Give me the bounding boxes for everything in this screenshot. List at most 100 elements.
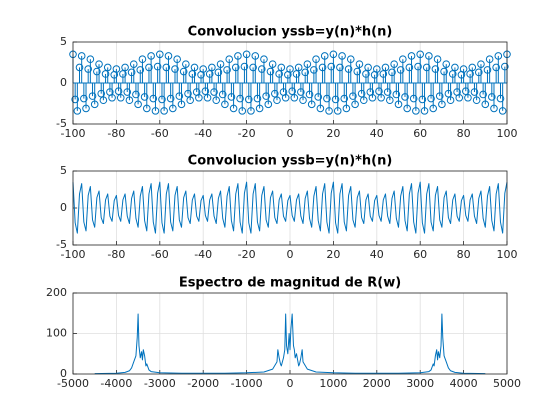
stem	[442, 60, 451, 83]
stem-marker	[264, 100, 273, 109]
stem-marker	[142, 104, 151, 113]
stem	[368, 83, 377, 102]
stem	[320, 52, 329, 83]
stem-marker	[93, 67, 101, 76]
stem-marker	[214, 68, 223, 77]
stem	[114, 83, 123, 95]
stem	[346, 55, 355, 83]
stem	[403, 83, 411, 113]
stem-marker	[307, 100, 316, 109]
subplot-title: Convolucion yssb=y(n)*h(n)	[188, 154, 393, 169]
subplot-title: Espectro de magnitud de R(w)	[179, 276, 401, 291]
stem	[399, 55, 407, 83]
stem-marker	[75, 63, 84, 72]
stem	[405, 63, 414, 83]
stem	[477, 60, 485, 83]
stem-marker	[273, 96, 281, 105]
stem	[97, 83, 106, 98]
line-series	[72, 181, 508, 234]
stem-marker	[203, 93, 212, 102]
stem	[425, 52, 433, 83]
stem-marker	[95, 60, 103, 68]
stem	[316, 83, 325, 113]
stem	[390, 60, 398, 83]
stem-marker	[125, 96, 134, 105]
stem-marker	[433, 55, 442, 64]
stem-marker	[373, 65, 381, 73]
stem	[88, 83, 97, 100]
stem-marker	[472, 96, 481, 105]
stem	[249, 63, 257, 83]
stem-marker	[301, 68, 309, 77]
stem	[474, 68, 483, 83]
stem	[221, 83, 229, 109]
stem	[375, 83, 383, 95]
stem	[412, 83, 420, 115]
stem	[234, 52, 242, 83]
stem	[162, 63, 171, 83]
stem	[377, 83, 385, 102]
stem-marker	[73, 107, 82, 115]
y-tick-label: 0	[60, 201, 67, 214]
stem-marker	[383, 88, 392, 96]
stem-marker	[320, 52, 329, 60]
stem-marker	[409, 94, 418, 103]
stem-marker	[240, 62, 249, 71]
stem	[179, 67, 188, 83]
stem	[472, 83, 481, 105]
x-tick-label: -60	[151, 127, 169, 140]
stem	[80, 83, 88, 103]
stem-marker	[166, 94, 175, 103]
stem	[401, 83, 409, 101]
stem	[101, 70, 110, 83]
stem-marker	[281, 93, 290, 102]
stem-marker	[182, 60, 190, 68]
stem	[431, 65, 440, 83]
stem-marker	[242, 50, 251, 59]
stem	[164, 52, 173, 83]
stem-marker	[318, 63, 327, 72]
stem-marker	[190, 63, 199, 72]
stem	[342, 83, 351, 113]
x-tick-label: -80	[107, 127, 125, 140]
stem-marker	[82, 104, 90, 113]
stem-marker	[455, 93, 464, 102]
stem	[90, 83, 99, 109]
stem	[210, 83, 218, 96]
y-tick-label: 200	[46, 286, 67, 299]
stem	[171, 65, 179, 83]
stem-marker	[440, 67, 448, 76]
stem-marker	[236, 94, 244, 103]
stem	[494, 52, 503, 83]
stem	[138, 55, 147, 83]
stem-marker	[271, 89, 279, 98]
stem	[86, 55, 95, 83]
stem-marker	[488, 93, 496, 101]
stem-marker	[459, 65, 468, 73]
stem	[236, 83, 244, 103]
stem-marker	[149, 94, 158, 103]
stem	[260, 55, 268, 83]
stem-marker	[359, 96, 368, 105]
stem	[281, 83, 290, 102]
stem-marker	[464, 93, 472, 102]
stem	[212, 83, 221, 105]
y-tick-label: 0	[60, 76, 67, 89]
stem-marker	[429, 104, 438, 113]
stem-marker	[119, 70, 127, 78]
stem	[262, 83, 270, 100]
stem-marker	[184, 89, 192, 98]
stem-marker	[186, 96, 194, 105]
stem	[129, 60, 138, 83]
stem-marker	[188, 70, 197, 78]
stem-marker	[327, 62, 336, 71]
x-tick-label: 0	[287, 377, 294, 390]
stem-marker	[169, 104, 177, 113]
stem	[169, 83, 177, 113]
stem-marker	[501, 62, 509, 71]
stem	[93, 67, 101, 83]
stem-marker	[99, 96, 108, 105]
stem-marker	[305, 90, 314, 99]
stem	[349, 83, 357, 100]
stem-marker	[451, 63, 459, 72]
